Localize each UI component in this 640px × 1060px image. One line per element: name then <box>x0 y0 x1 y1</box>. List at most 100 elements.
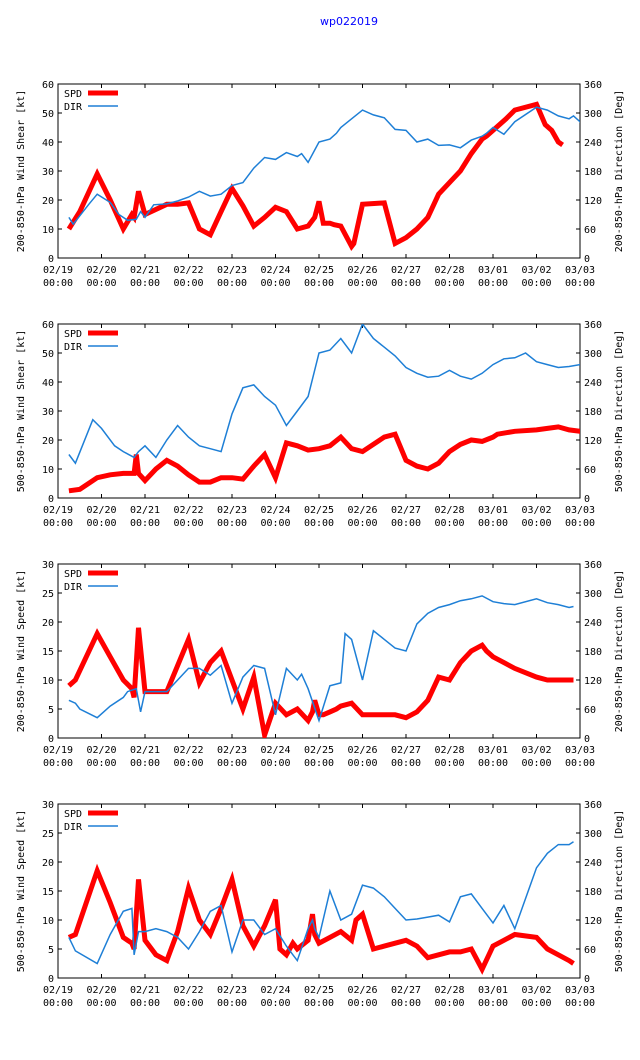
series-line-dir <box>68 106 580 226</box>
x-tick-time: 00:00 <box>391 998 421 1009</box>
y2-tick-label: 300 <box>584 829 602 840</box>
y-axis-label: 200-850-hPa Wind Shear [kt] <box>16 90 27 253</box>
x-tick-date: 03/03 <box>565 505 595 516</box>
x-tick-date: 03/02 <box>521 505 551 516</box>
y2-tick-label: 240 <box>584 378 602 389</box>
x-tick-time: 00:00 <box>347 758 377 769</box>
y2-tick-label: 180 <box>584 647 602 658</box>
y2-tick-label: 60 <box>584 945 596 956</box>
x-tick-date: 02/28 <box>434 505 464 516</box>
x-tick-time: 00:00 <box>43 758 73 769</box>
y2-tick-label: 360 <box>584 320 602 331</box>
x-tick-date: 02/20 <box>86 745 116 756</box>
y-axis-label: 500-850-hPa Wind Speed [kt] <box>16 810 27 973</box>
x-tick-time: 00:00 <box>260 518 290 529</box>
x-tick-date: 02/19 <box>43 505 73 516</box>
x-tick-date: 02/25 <box>304 505 334 516</box>
legend-label-dir: DIR <box>64 102 83 113</box>
y2-axis-label: 500-850-hPa Direction [Deg] <box>614 330 625 493</box>
x-tick-date: 02/20 <box>86 265 116 276</box>
legend-label-spd: SPD <box>64 569 82 580</box>
x-tick-date: 02/22 <box>173 265 203 276</box>
y2-tick-label: 360 <box>584 800 602 811</box>
x-tick-time: 00:00 <box>130 758 160 769</box>
y2-tick-label: 120 <box>584 916 602 927</box>
y-tick-label: 20 <box>42 196 54 207</box>
x-tick-date: 03/02 <box>521 985 551 996</box>
y2-tick-label: 300 <box>584 589 602 600</box>
chart-panel-2: 0 10 20 30 40 50 60 0 60 120 180 240 300 360 02/19 00:0… <box>16 320 625 529</box>
x-tick-date: 03/02 <box>521 745 551 756</box>
y-tick-label: 30 <box>42 167 54 178</box>
series-line-spd <box>66 101 564 252</box>
x-tick-time: 00:00 <box>565 998 595 1009</box>
series-line-dir <box>68 324 580 465</box>
x-tick-time: 00:00 <box>130 518 160 529</box>
x-tick-date: 02/24 <box>260 745 290 756</box>
y2-tick-label: 240 <box>584 858 602 869</box>
y2-axis-label: 200-850-hPa Direction [Deg] <box>614 90 625 253</box>
x-tick-time: 00:00 <box>565 758 595 769</box>
y2-tick-label: 180 <box>584 407 602 418</box>
x-tick-date: 03/03 <box>565 745 595 756</box>
y-tick-label: 40 <box>42 378 54 389</box>
x-tick-time: 00:00 <box>86 278 116 289</box>
x-tick-time: 00:00 <box>260 758 290 769</box>
legend-label-spd: SPD <box>64 809 82 820</box>
y-tick-label: 30 <box>42 800 54 811</box>
x-tick-date: 03/02 <box>521 265 551 276</box>
y-tick-label: 5 <box>48 705 54 716</box>
y-tick-label: 0 <box>48 734 54 745</box>
x-tick-time: 00:00 <box>86 518 116 529</box>
x-tick-time: 00:00 <box>521 518 551 529</box>
x-tick-date: 02/19 <box>43 265 73 276</box>
y2-tick-label: 180 <box>584 167 602 178</box>
x-tick-time: 00:00 <box>521 998 551 1009</box>
y-axis-label: 500-850-hPa Wind Shear [kt] <box>16 330 27 493</box>
y2-tick-label: 0 <box>584 254 590 265</box>
legend-label-spd: SPD <box>64 89 82 100</box>
x-tick-time: 00:00 <box>434 278 464 289</box>
x-tick-date: 02/25 <box>304 985 334 996</box>
chart-panel-4: 05101520253006012018024030036002/1900:00… <box>16 800 625 1009</box>
y2-tick-label: 360 <box>584 80 602 91</box>
x-tick-time: 00:00 <box>130 998 160 1009</box>
x-tick-time: 00:00 <box>217 278 247 289</box>
x-tick-time: 00:00 <box>565 518 595 529</box>
series-line-spd <box>67 627 574 738</box>
x-tick-time: 00:00 <box>304 278 334 289</box>
legend-label-dir: DIR <box>64 342 83 353</box>
y-tick-label: 25 <box>42 589 54 600</box>
y2-tick-label: 60 <box>584 225 596 236</box>
y-tick-label: 0 <box>48 974 54 985</box>
y2-tick-label: 240 <box>584 138 602 149</box>
x-tick-date: 02/19 <box>43 985 73 996</box>
x-tick-date: 02/22 <box>173 985 203 996</box>
x-tick-date: 03/01 <box>478 985 508 996</box>
x-tick-date: 02/27 <box>391 505 421 516</box>
x-tick-date: 02/21 <box>130 505 160 516</box>
x-tick-time: 00:00 <box>43 998 73 1009</box>
x-tick-date: 02/23 <box>217 505 247 516</box>
y2-tick-label: 0 <box>584 974 590 985</box>
x-tick-time: 00:00 <box>391 758 421 769</box>
x-tick-time: 00:00 <box>173 998 203 1009</box>
y-tick-label: 0 <box>48 254 54 265</box>
y2-tick-label: 180 <box>584 887 602 898</box>
x-tick-time: 00:00 <box>43 278 73 289</box>
x-tick-date: 02/26 <box>347 745 377 756</box>
y2-tick-label: 120 <box>584 196 602 207</box>
x-tick-date: 02/24 <box>260 985 290 996</box>
x-tick-date: 02/27 <box>391 265 421 276</box>
legend-label-dir: DIR <box>64 582 83 593</box>
x-tick-date: 02/28 <box>434 265 464 276</box>
y-tick-label: 10 <box>42 225 54 236</box>
y-tick-label: 0 <box>48 494 54 505</box>
x-tick-time: 00:00 <box>173 758 203 769</box>
x-tick-time: 00:00 <box>304 518 334 529</box>
x-tick-time: 00:00 <box>217 998 247 1009</box>
y-tick-label: 10 <box>42 676 54 687</box>
x-tick-date: 02/24 <box>260 265 290 276</box>
x-tick-time: 00:00 <box>86 998 116 1009</box>
y-tick-label: 60 <box>42 320 54 331</box>
